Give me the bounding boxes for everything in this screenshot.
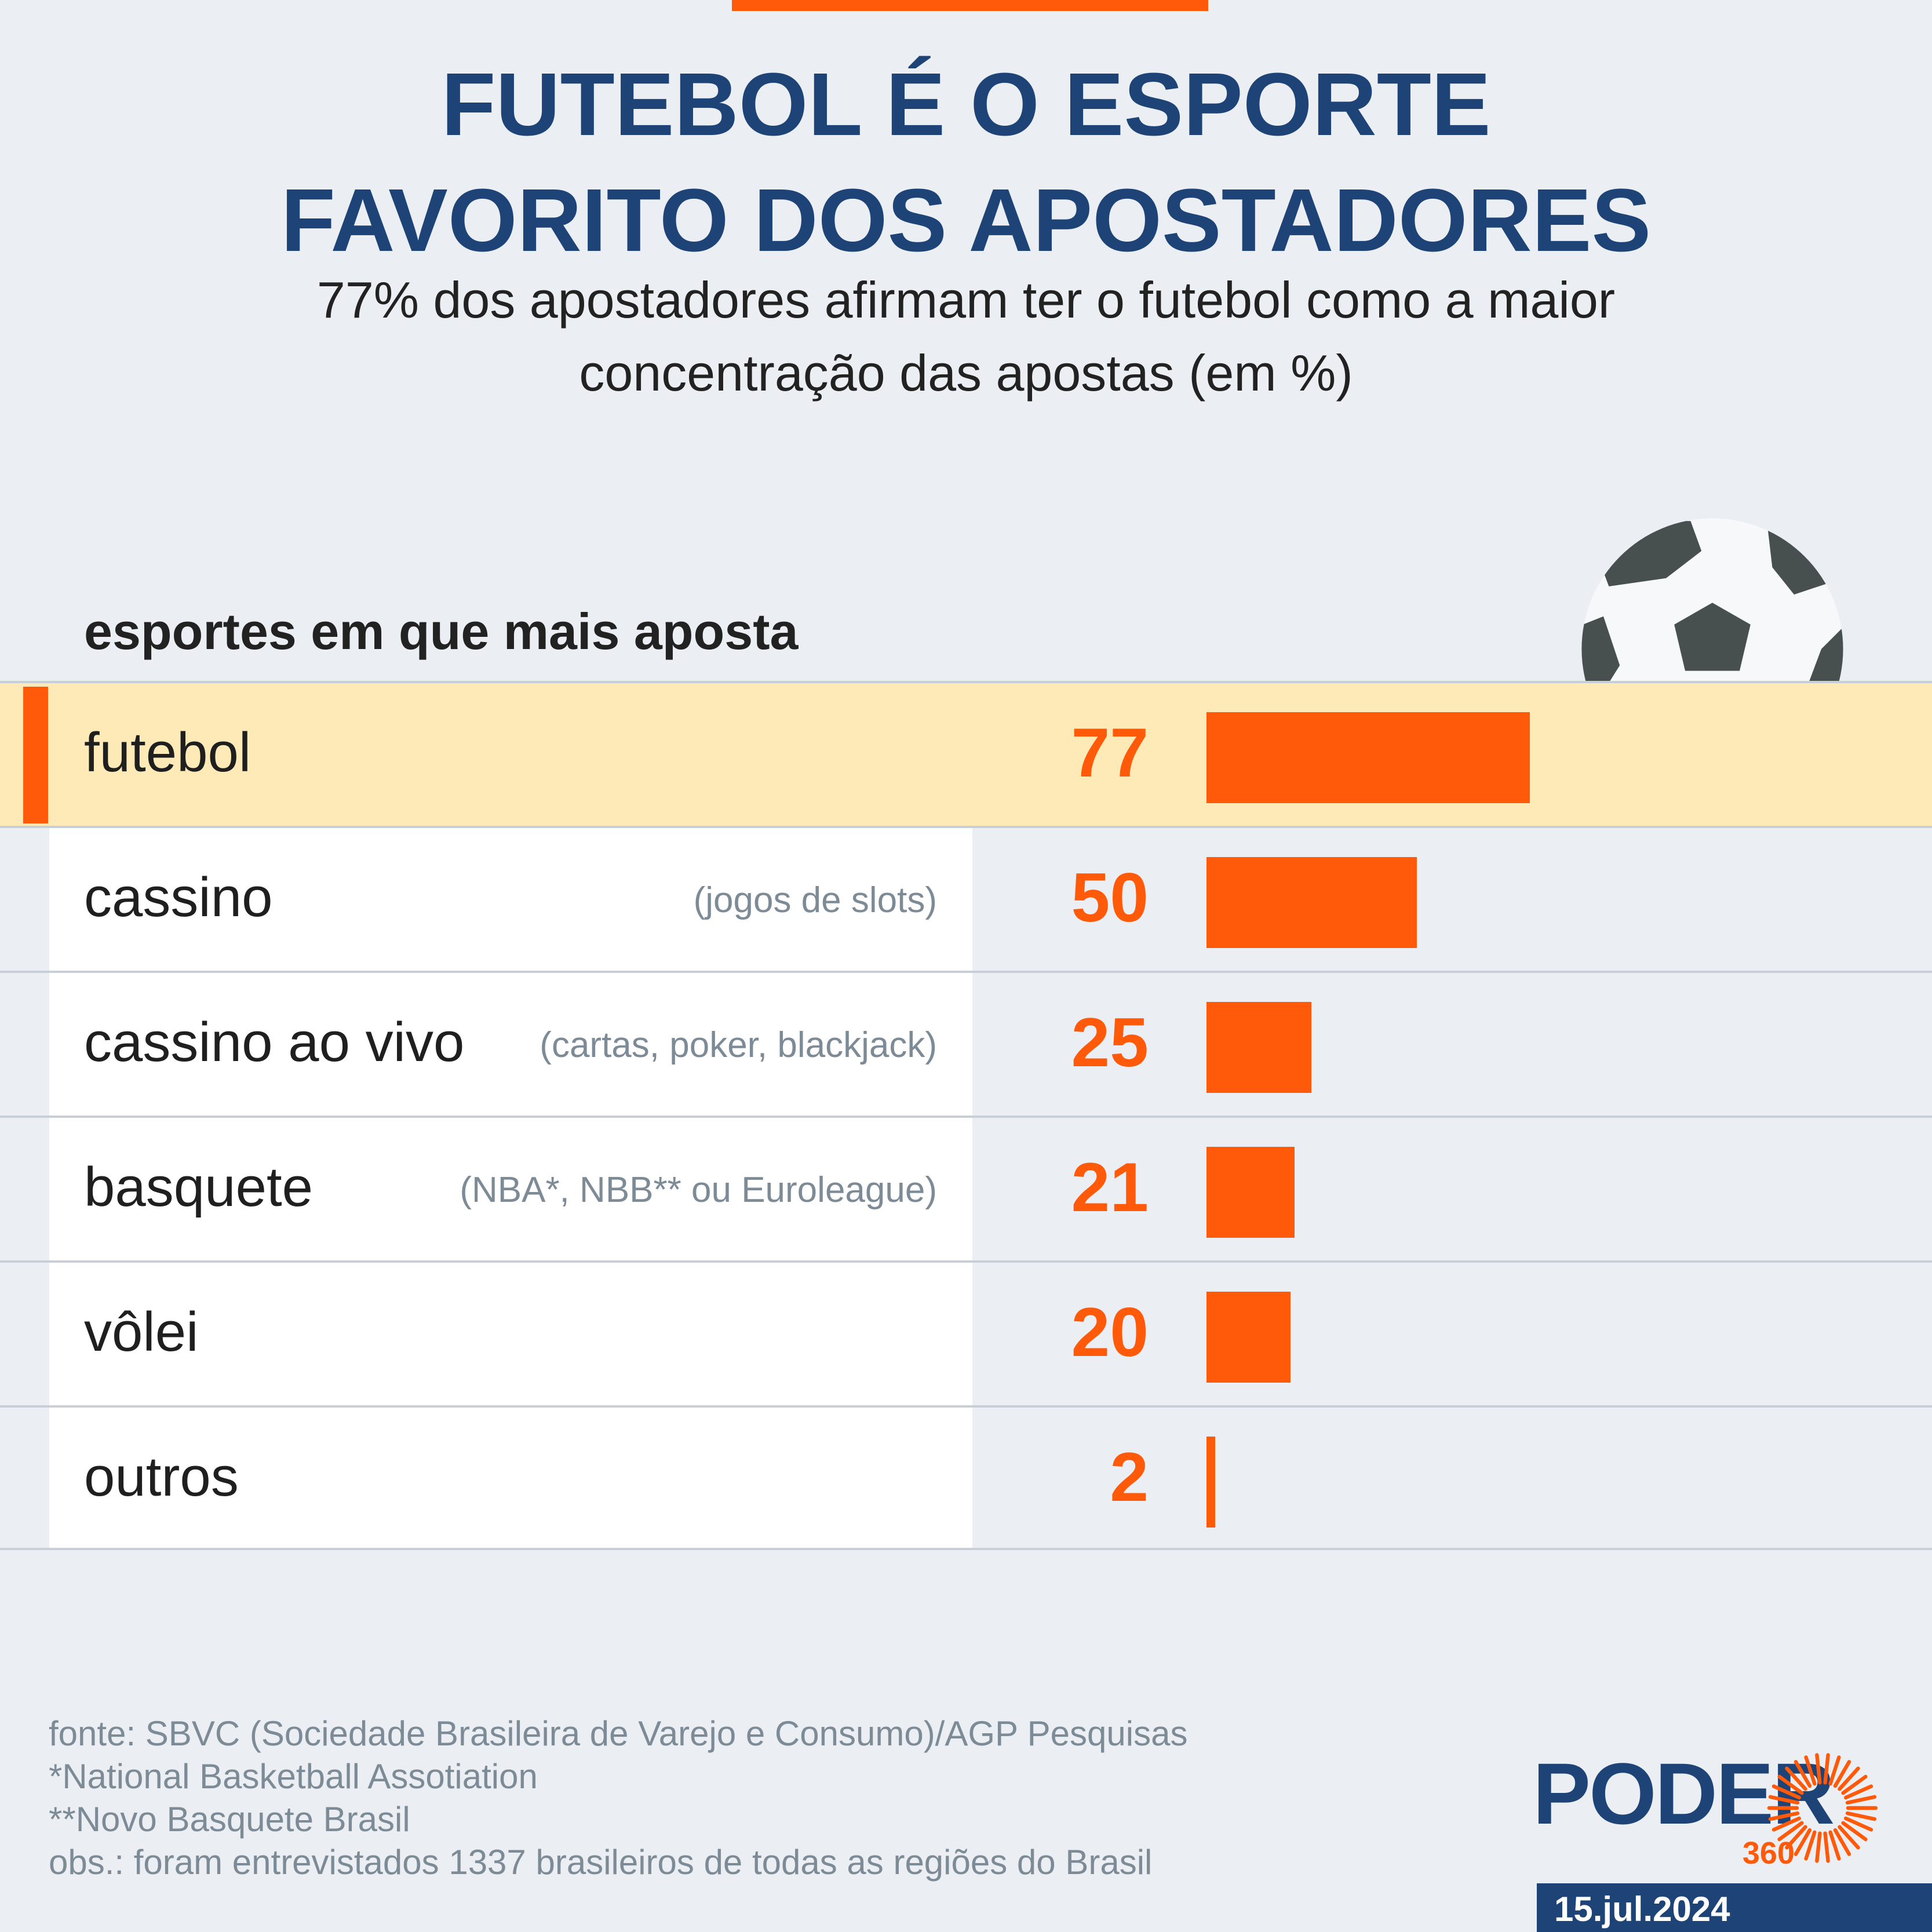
data-label: 21: [1071, 1149, 1149, 1226]
sun-ray: [1771, 1816, 1801, 1832]
sun-ray: [1815, 1831, 1822, 1863]
category-label: futebol: [84, 721, 251, 783]
table-row: futebol 77: [0, 681, 1932, 826]
bar: [1206, 1147, 1295, 1238]
row-label-background: [49, 1263, 972, 1405]
chart-subtitle-line-1: 77% dos apostadores afirmam ter o futebo…: [316, 271, 1616, 329]
row-label-background: [49, 1118, 972, 1260]
table-row: outros 2: [0, 1405, 1932, 1550]
row-label-background: [49, 828, 972, 971]
logo-number: 360: [1742, 1836, 1795, 1871]
sun-ray: [1828, 1830, 1841, 1861]
category-note: (NBA*, NBB** ou Euroleague): [460, 1170, 937, 1210]
chart-title: FUTEBOL É O ESPORTE FAVORITO DOS APOSTAD…: [0, 46, 1932, 278]
table-bottom-line: [0, 1548, 1932, 1550]
sun-ray: [1845, 1795, 1877, 1805]
sun-ray: [1838, 1766, 1860, 1791]
sun-ray: [1843, 1816, 1873, 1832]
sun-ray: [1843, 1784, 1873, 1800]
poder360-logo: PODER 360: [1533, 1750, 1892, 1889]
highlight-accent-bar: [23, 687, 48, 823]
sun-burst-icon: [1767, 1753, 1878, 1863]
sun-ray: [1841, 1821, 1868, 1842]
bar: [1206, 1437, 1215, 1528]
column-header: esportes em que mais aposta: [84, 603, 799, 660]
sun-ray: [1833, 1760, 1851, 1788]
row-label-background: [49, 973, 972, 1116]
data-label: 25: [1071, 1004, 1149, 1081]
publish-date: 15.jul.2024: [1554, 1890, 1730, 1929]
sun-ray: [1823, 1753, 1830, 1785]
sun-ray: [1785, 1825, 1807, 1850]
chart-subtitle-line-2: concentração das apostas (em %): [579, 344, 1353, 402]
bar-chart: futebol 77 cassino (jogos de slots) 50 cassin…: [0, 681, 1932, 1550]
table-row: cassino ao vivo (cartas, poker, blackjack…: [0, 971, 1932, 1116]
bar: [1206, 712, 1530, 803]
sun-ray: [1838, 1825, 1860, 1850]
footer-source: fonte: SBVC (Sociedade Brasileira de Var…: [49, 1714, 1188, 1753]
data-label: 77: [1071, 714, 1149, 792]
footer-note-nbb: **Novo Basquete Brasil: [49, 1800, 410, 1839]
sun-ray: [1794, 1760, 1812, 1788]
data-label: 20: [1071, 1293, 1149, 1371]
sun-ray: [1845, 1811, 1877, 1821]
date-badge: 15.jul.2024: [1537, 1883, 1932, 1932]
footer-note-nba: *National Basketball Assotiation: [49, 1757, 538, 1796]
sun-ray: [1841, 1774, 1868, 1795]
bar: [1206, 857, 1417, 948]
logo-word: PODER: [1533, 1745, 1835, 1842]
sun-ray: [1804, 1830, 1817, 1861]
sun-ray: [1768, 1795, 1800, 1805]
data-label: 50: [1071, 859, 1149, 936]
sun-ray: [1768, 1811, 1800, 1821]
bar: [1206, 1002, 1311, 1093]
chart-subtitle: 77% dos apostadores afirmam ter o futebo…: [174, 264, 1758, 410]
bar: [1206, 1292, 1291, 1383]
top-accent-bar: [732, 0, 1208, 11]
category-label: vôlei: [84, 1301, 199, 1363]
sun-ray: [1815, 1753, 1822, 1785]
sun-ray: [1785, 1766, 1807, 1791]
sun-ray: [1771, 1784, 1801, 1800]
chart-title-line-2: FAVORITO DOS APOSTADORES: [280, 170, 1652, 270]
row-label-background: [49, 1408, 972, 1550]
category-label: cassino ao vivo: [84, 1011, 465, 1073]
category-note: (jogos de slots): [693, 880, 937, 920]
category-label: cassino: [84, 866, 273, 928]
sun-ray: [1833, 1828, 1851, 1856]
category-note: (cartas, poker, blackjack): [539, 1025, 937, 1065]
sun-ray: [1828, 1755, 1841, 1786]
sun-ray: [1804, 1755, 1817, 1786]
category-label: basquete: [84, 1156, 314, 1218]
sun-ray: [1777, 1821, 1804, 1842]
table-row: vôlei 20: [0, 1260, 1932, 1405]
category-label: outros: [84, 1446, 239, 1508]
sun-ray: [1777, 1774, 1804, 1795]
chart-title-line-1: FUTEBOL É O ESPORTE: [441, 54, 1491, 154]
data-label: 2: [1110, 1438, 1149, 1516]
sun-ray: [1794, 1828, 1812, 1856]
table-row: cassino (jogos de slots) 50: [0, 826, 1932, 971]
table-row: basquete (NBA*, NBB** ou Euroleague) 21: [0, 1116, 1932, 1260]
footer-notes: fonte: SBVC (Sociedade Brasileira de Var…: [49, 1712, 1187, 1884]
footer-note-sample: obs.: foram entrevistados 1337 brasileir…: [49, 1843, 1153, 1882]
sun-ray: [1823, 1831, 1830, 1863]
